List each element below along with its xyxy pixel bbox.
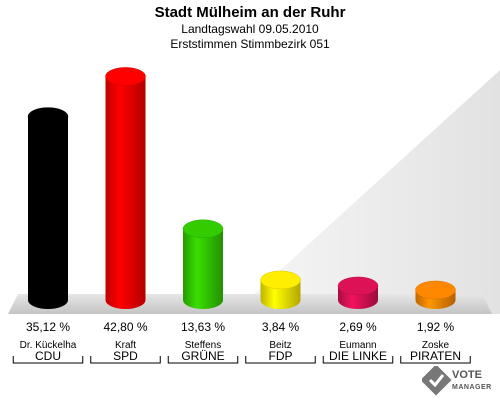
bar-spd (105, 67, 146, 310)
party-bracket (90, 356, 161, 364)
chart-subtitle: Landtagswahl 09.05.2010 (181, 22, 319, 36)
value-label: 3,84 % (262, 320, 300, 334)
bar-grüne (182, 219, 224, 309)
party-label: DIE LINKE (329, 349, 387, 363)
party-bracket (322, 356, 394, 364)
chart-title: Stadt Mülheim an der Ruhr (154, 4, 346, 21)
value-label: 42,80 % (103, 320, 147, 334)
vote-check-icon (420, 364, 452, 396)
logo-line1: VOTE (452, 369, 482, 381)
logo-line2: MANAGER (452, 384, 492, 391)
value-label: 13,63 % (181, 320, 225, 334)
value-label: 35,12 % (26, 320, 70, 334)
vote-manager-logo: VOTE MANAGER (420, 364, 494, 396)
party-bracket (245, 356, 316, 364)
bar-piraten (415, 280, 456, 309)
party-label: SPD (113, 349, 138, 363)
value-label: 1,92 % (417, 320, 455, 334)
bar-fdp (260, 270, 301, 309)
chart-header: Stadt Mülheim an der Ruhr Landtagswahl 0… (0, 0, 500, 52)
bar-die-linke (337, 276, 379, 309)
candidate-label: Dr. Kückelha (20, 340, 77, 351)
chart-subsubtitle: Erststimmen Stimmbezirk 051 (170, 37, 330, 51)
party-bracket (12, 356, 84, 364)
candidate-label: Steffens (185, 340, 222, 351)
party-label: FDP (269, 349, 293, 363)
candidate-label: Eumann (339, 340, 376, 351)
party-bracket (400, 356, 471, 364)
candidate-label: Kraft (115, 340, 136, 351)
party-label: CDU (35, 349, 61, 363)
party-bracket (167, 356, 239, 364)
bar-cdu (27, 107, 69, 310)
party-label: GRÜNE (181, 349, 224, 363)
chart-backdrop (232, 70, 500, 314)
candidate-label: Zoske (422, 340, 450, 351)
party-label: PIRATEN (410, 349, 461, 363)
candidate-label: Beitz (269, 340, 291, 351)
value-label: 2,69 % (339, 320, 377, 334)
